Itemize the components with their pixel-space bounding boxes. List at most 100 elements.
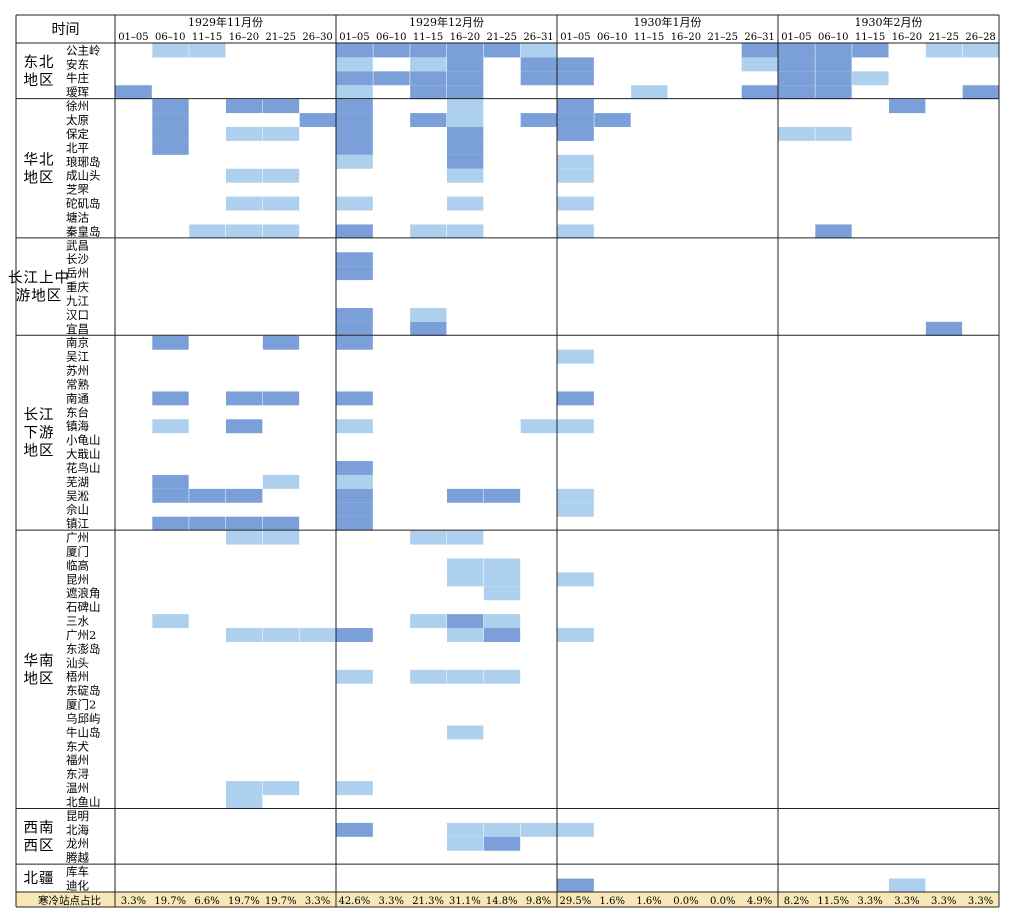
heat-cell [447, 140, 484, 155]
station-label: 徐州 [66, 99, 89, 113]
percent-label: 0.0% [710, 896, 735, 907]
heat-cell [447, 614, 484, 629]
heat-cell [262, 335, 300, 350]
heat-cell [741, 85, 778, 100]
heat-cell [741, 57, 778, 72]
station-label: 龙州 [66, 837, 89, 851]
group-label: 长江上中 [8, 270, 70, 287]
heat-cell [557, 349, 594, 364]
heat-cell [447, 43, 484, 58]
heat-cell [336, 127, 373, 141]
station-label: 苏州 [66, 364, 89, 378]
heat-cell [447, 488, 484, 503]
percent-label: 29.5% [560, 896, 592, 907]
heat-cell [447, 628, 484, 642]
heat-cell [410, 224, 447, 239]
heat-cell [336, 461, 373, 475]
percent-label: 31.1% [449, 896, 481, 907]
period-label: 01–05 [781, 32, 811, 43]
heat-cell [336, 391, 373, 406]
heat-cell [557, 57, 594, 72]
heat-cell [557, 628, 594, 642]
heat-cell [483, 669, 521, 684]
heat-cell [336, 516, 373, 531]
heat-cell [925, 321, 963, 336]
period-label: 26–28 [965, 32, 995, 43]
heat-cell [299, 628, 336, 642]
station-label: 乌邱屿 [66, 711, 101, 725]
heat-cell [336, 628, 373, 642]
station-label: 芜湖 [66, 475, 89, 489]
heat-cell [520, 113, 557, 128]
heat-cell [483, 836, 521, 851]
heat-cell [262, 516, 300, 531]
heat-cell [447, 154, 484, 169]
heat-cell [336, 266, 373, 281]
heat-cell [152, 474, 189, 489]
heat-cell [447, 99, 484, 114]
period-label: 26–31 [744, 32, 774, 43]
heat-cell [152, 99, 189, 114]
station-label: 临高 [66, 558, 89, 572]
heat-cell [557, 391, 594, 406]
heat-cell [483, 558, 521, 573]
station-label: 重庆 [66, 280, 89, 294]
heat-cell [336, 822, 373, 837]
heat-cell [226, 127, 263, 141]
heat-cell [336, 57, 373, 72]
station-label: 琅琊岛 [66, 155, 101, 169]
heat-cell [778, 85, 815, 100]
period-label: 01–05 [339, 32, 369, 43]
heat-cell [262, 224, 300, 239]
heat-cell [336, 669, 373, 684]
heat-cell [410, 669, 447, 684]
percent-label: 1.6% [636, 896, 661, 907]
period-label: 06–10 [818, 32, 848, 43]
heat-cell [483, 822, 521, 837]
station-label: 昆明 [66, 809, 89, 823]
heat-cell [962, 43, 999, 58]
heat-cell [483, 488, 521, 503]
percent-label: 19.7% [228, 896, 260, 907]
heat-cell [889, 878, 926, 893]
heat-cell [152, 335, 189, 350]
heat-cell [520, 57, 557, 72]
heat-cell [152, 43, 189, 58]
heat-cell [815, 224, 852, 239]
group-label: 西南 [24, 819, 55, 836]
station-label: 梧州 [66, 670, 89, 684]
heat-cell [410, 614, 447, 629]
station-label: 瑷珲 [66, 85, 89, 99]
heat-cell [226, 391, 263, 406]
heat-cell [226, 419, 263, 434]
period-label: 06–10 [597, 32, 627, 43]
heat-cell [152, 488, 189, 503]
station-label: 花鸟山 [66, 461, 101, 475]
month-label: 1929年11月份 [188, 15, 263, 29]
heat-cell [336, 474, 373, 489]
group-label: 长江 [24, 407, 55, 424]
station-label: 北平 [66, 141, 89, 155]
station-label: 厦门2 [66, 698, 96, 712]
heat-cell [741, 43, 778, 58]
period-label: 11–15 [192, 32, 222, 43]
heat-cell [557, 419, 594, 434]
heat-cell [483, 572, 521, 587]
period-label: 21–25 [266, 32, 296, 43]
heat-cell [557, 878, 594, 893]
heat-cell [557, 488, 594, 503]
heat-cell [226, 628, 263, 642]
percent-label: 1.6% [600, 896, 625, 907]
heat-cell [483, 586, 521, 601]
station-label: 岳州 [66, 266, 89, 280]
percent-label: 3.3% [305, 896, 330, 907]
percent-label: 3.3% [121, 896, 146, 907]
heat-cell [336, 71, 373, 86]
percent-label: 6.6% [194, 896, 219, 907]
heat-cell [262, 168, 300, 183]
heat-cell [336, 85, 373, 100]
period-label: 06–10 [155, 32, 185, 43]
heat-cell [410, 85, 447, 100]
station-label: 福州 [66, 753, 89, 767]
station-label: 东犬 [66, 739, 89, 753]
